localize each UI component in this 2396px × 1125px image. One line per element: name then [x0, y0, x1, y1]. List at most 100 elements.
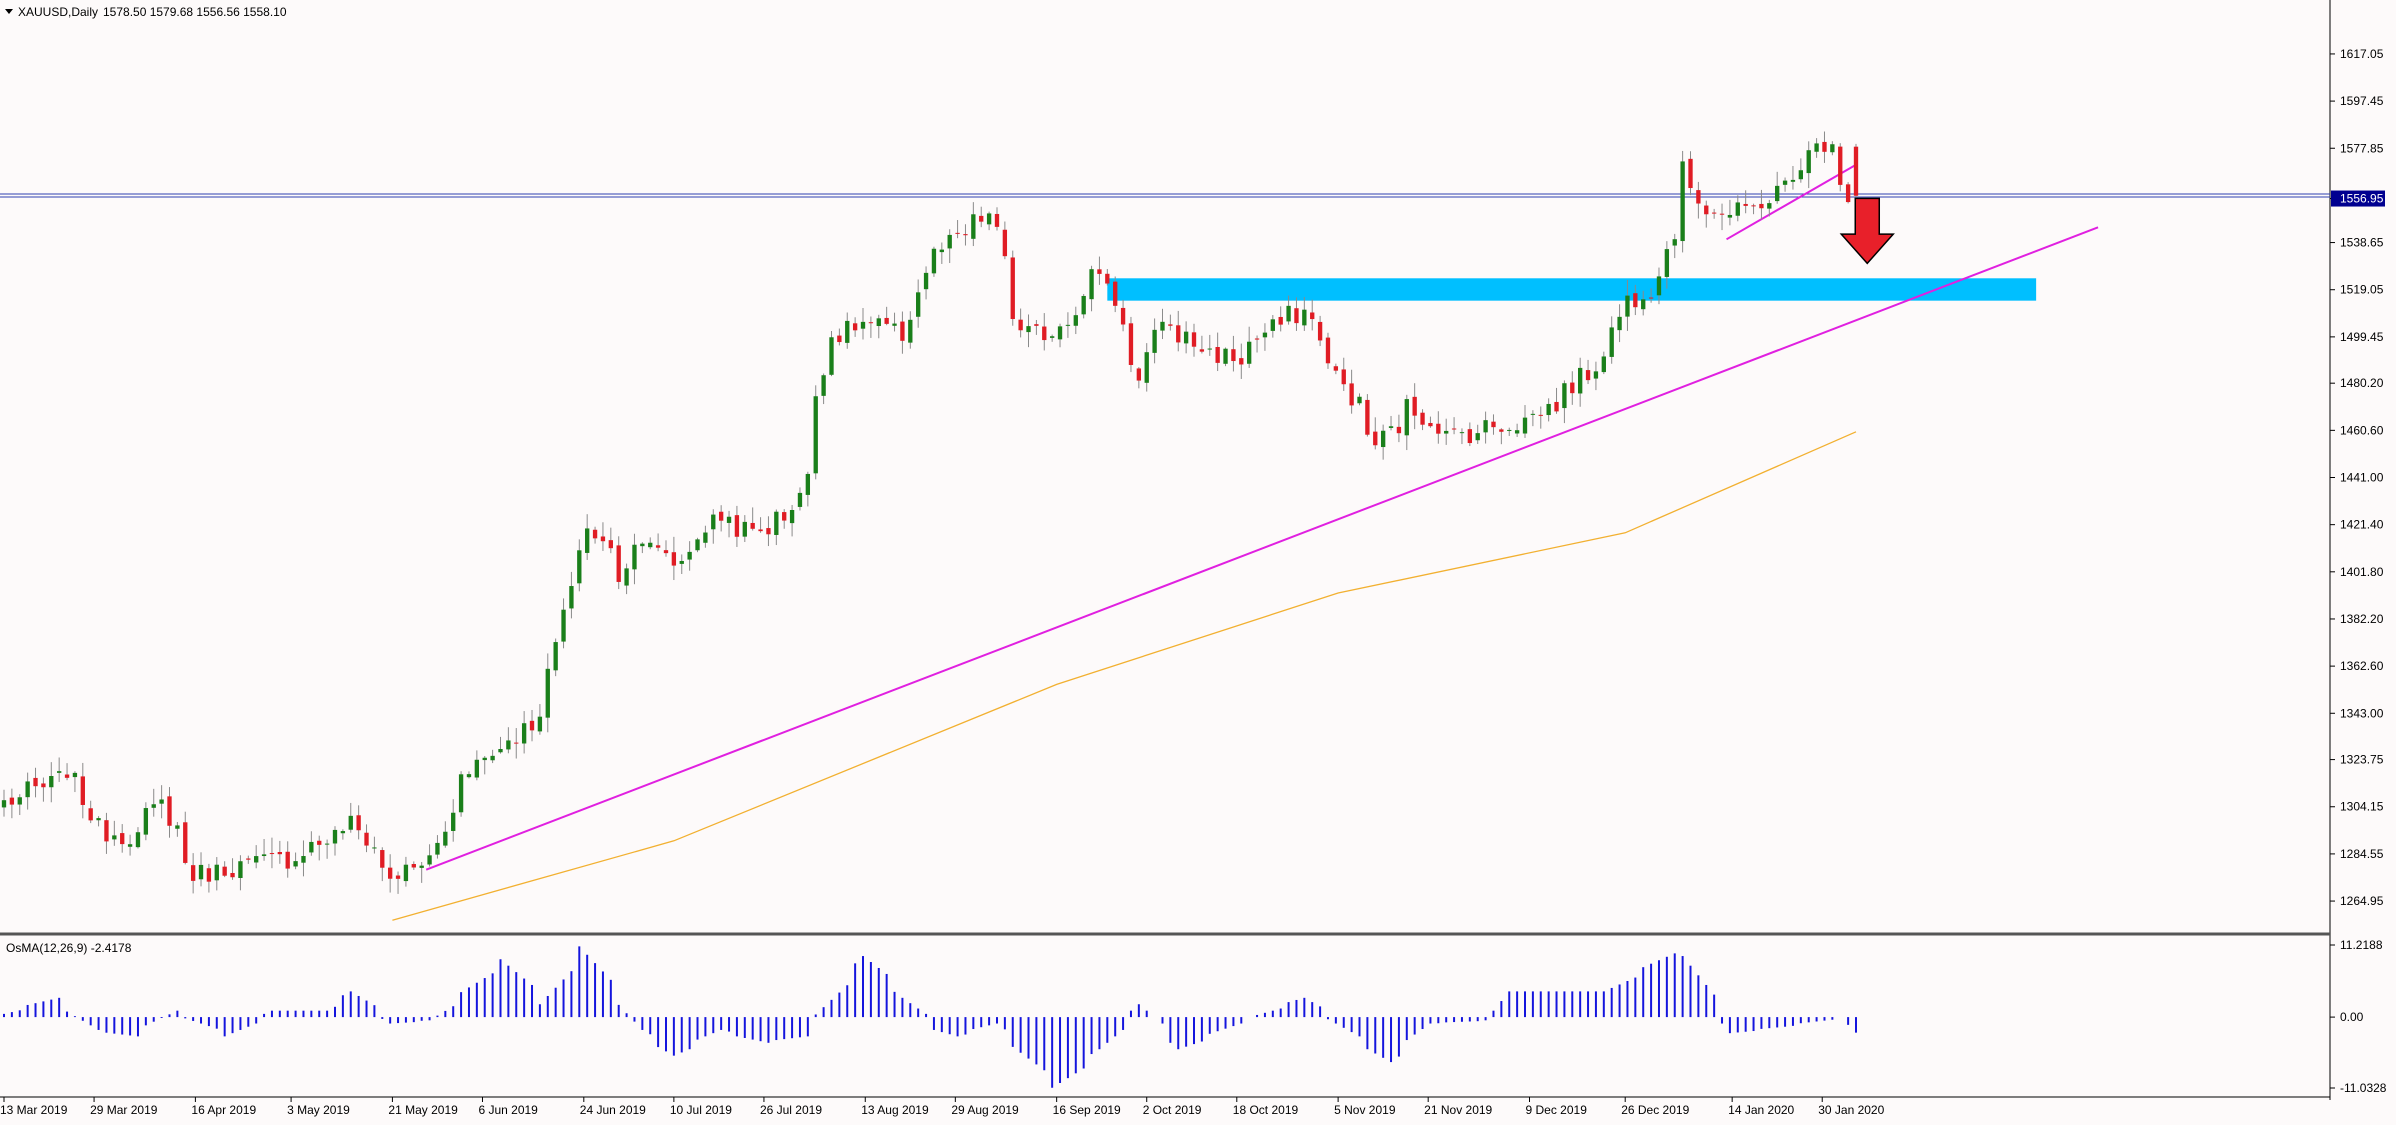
candle-body — [1522, 417, 1528, 434]
price-tick-label: 1382.20 — [2340, 612, 2384, 626]
candle-body — [9, 797, 15, 805]
trendline-layer[interactable] — [425, 163, 2099, 871]
candle-body — [293, 861, 298, 867]
candle-body — [726, 516, 732, 523]
candle-body — [1333, 366, 1339, 371]
candle-body — [1168, 324, 1173, 326]
candle-body — [1578, 367, 1583, 394]
candle-body — [1278, 316, 1283, 325]
candle-body — [1049, 336, 1055, 338]
candle-body — [1404, 399, 1409, 436]
candle-body — [986, 213, 992, 225]
candle-body — [608, 540, 613, 549]
candle-body — [947, 234, 952, 249]
candle-body — [1073, 315, 1078, 326]
candle-body — [561, 609, 566, 642]
candle-body — [25, 781, 30, 798]
candle-body — [1656, 276, 1662, 296]
candle-body — [474, 759, 480, 778]
candle-body — [671, 552, 677, 566]
candle-body — [1097, 269, 1102, 274]
candle-body — [695, 539, 700, 551]
candle-body — [797, 492, 803, 507]
time-tick-label: 16 Sep 2019 — [1053, 1103, 1121, 1117]
candle-body — [411, 864, 416, 868]
moving-average-layer — [392, 431, 1857, 921]
candle-body — [49, 776, 54, 788]
candle-body — [88, 808, 93, 821]
candle-body — [1704, 205, 1709, 215]
candle-body — [892, 323, 897, 326]
candle-body — [56, 771, 62, 773]
candle-body — [1570, 382, 1575, 394]
resistance-zone[interactable] — [1107, 278, 2037, 301]
candle-body — [190, 865, 196, 881]
candle-body — [1751, 205, 1756, 207]
candle-body — [1215, 346, 1220, 363]
candle-body — [1822, 141, 1827, 152]
candle-body — [624, 568, 629, 586]
candle-body — [1176, 325, 1181, 343]
candle-body — [916, 292, 921, 317]
candle-body — [553, 642, 558, 671]
candle-body — [1790, 179, 1796, 182]
candle-body — [1317, 321, 1323, 341]
price-tick-label: 1617.05 — [2340, 47, 2384, 61]
candle-body — [127, 844, 133, 847]
candle-body — [1767, 203, 1772, 209]
candle-body — [1270, 319, 1275, 331]
candle-body — [261, 854, 267, 857]
price-tick-label: 1441.00 — [2340, 471, 2384, 485]
candle-body — [1113, 281, 1118, 306]
candle-body — [592, 529, 598, 539]
candle-body — [884, 317, 889, 324]
candle-body — [1254, 338, 1260, 340]
price-tick-label: 1304.15 — [2340, 800, 2384, 814]
time-tick-label: 29 Aug 2019 — [951, 1103, 1019, 1117]
candle-body — [246, 858, 251, 860]
candle-body — [1782, 180, 1788, 185]
candle-body — [1838, 146, 1843, 185]
candle-body — [490, 755, 495, 761]
candle-body — [663, 550, 669, 554]
candle-body — [1239, 358, 1244, 365]
trendline[interactable] — [425, 226, 2099, 871]
candle-body — [900, 321, 905, 341]
trendline[interactable] — [1726, 163, 1857, 241]
candle-body — [1617, 316, 1622, 331]
candle-body — [1026, 326, 1031, 333]
horizontal-level-layer[interactable] — [0, 193, 2330, 198]
candle-body — [1601, 356, 1606, 373]
candle-body — [301, 856, 306, 863]
candle-body — [1436, 423, 1441, 434]
candle-body — [1814, 143, 1819, 152]
candle-body — [994, 213, 1000, 227]
candle-body — [1530, 413, 1536, 415]
candle-body — [324, 843, 330, 845]
candle-body — [1365, 399, 1370, 435]
candle-body — [1499, 429, 1504, 432]
candle-body — [1727, 214, 1733, 218]
candle-body — [230, 872, 235, 878]
candle-body — [1451, 428, 1457, 430]
time-tick-label: 3 May 2019 — [287, 1103, 350, 1117]
price-tick-label: 1577.85 — [2340, 141, 2384, 155]
moving-average-line — [392, 431, 1857, 921]
candle-body — [206, 868, 212, 882]
candle-body — [1806, 150, 1811, 174]
signal-arrow-layer[interactable] — [1839, 197, 1895, 265]
candle-body — [80, 776, 85, 805]
candle-body — [1507, 429, 1512, 431]
candle-body — [1018, 319, 1023, 331]
candle-body — [1633, 293, 1638, 308]
candle-body — [742, 521, 747, 537]
candle-body — [1089, 269, 1094, 300]
candle-body — [805, 473, 811, 495]
price-tick-label: 1343.00 — [2340, 706, 2384, 720]
sell-arrow[interactable] — [1839, 197, 1895, 265]
candle-body — [1388, 426, 1394, 428]
candle-body — [655, 545, 661, 548]
chevron-down-icon[interactable] — [5, 9, 13, 14]
candle-body — [183, 822, 188, 863]
